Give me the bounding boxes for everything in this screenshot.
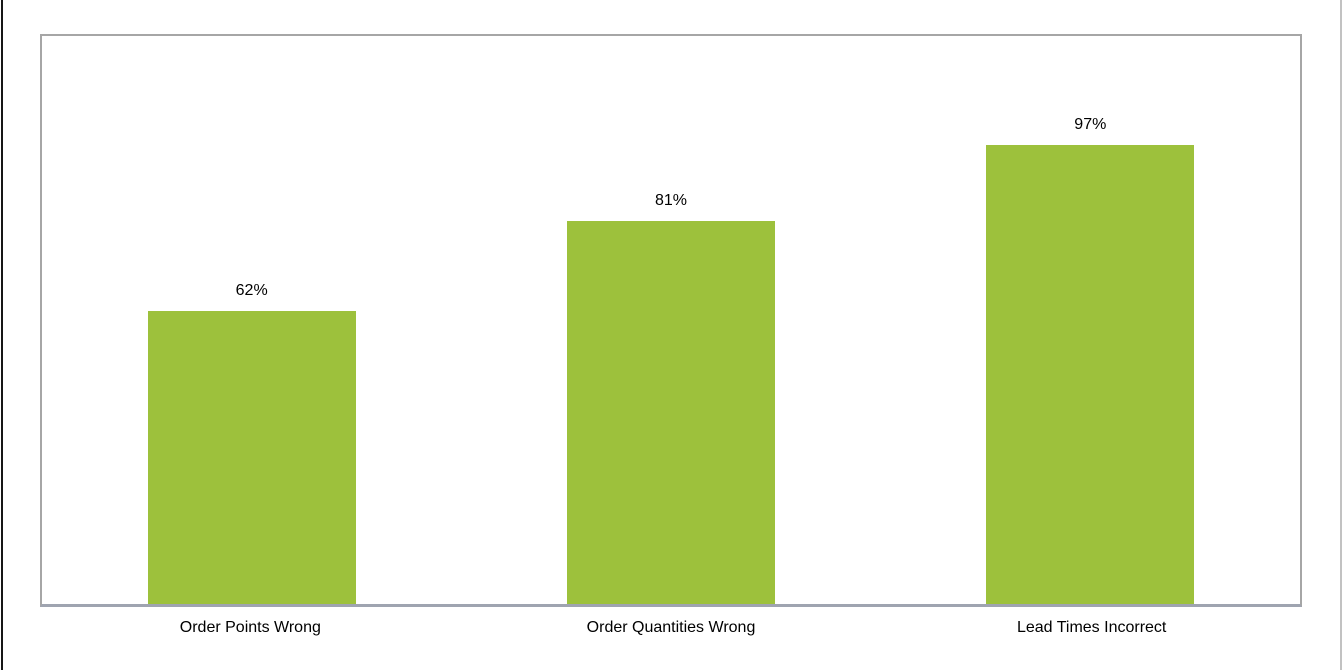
x-axis-label: Order Quantities Wrong	[586, 619, 756, 636]
bar-group-order-quantities-wrong: 81%	[461, 36, 880, 604]
bar-group-order-points-wrong: 62%	[42, 36, 461, 604]
x-axis-label: Lead Times Incorrect	[1016, 619, 1167, 636]
chart-plot-area: 62% 81% 97%	[42, 36, 1300, 604]
data-label: 62%	[235, 281, 268, 299]
data-label: 81%	[654, 191, 687, 209]
bar-group-lead-times-incorrect: 97%	[881, 36, 1300, 604]
x-axis-label: Order Points Wrong	[179, 619, 321, 636]
bar-order-quantities-wrong	[566, 220, 775, 604]
page-left-border-line	[1, 0, 3, 670]
chart-plot-frame: 62% 81% 97%	[40, 34, 1302, 607]
data-label: 97%	[1074, 115, 1107, 133]
page-right-border-line	[1340, 0, 1342, 670]
bar-lead-times-incorrect	[986, 144, 1195, 604]
bar-order-points-wrong	[147, 310, 356, 604]
x-axis-category-labels: Order Points Wrong Order Quantities Wron…	[40, 618, 1302, 637]
